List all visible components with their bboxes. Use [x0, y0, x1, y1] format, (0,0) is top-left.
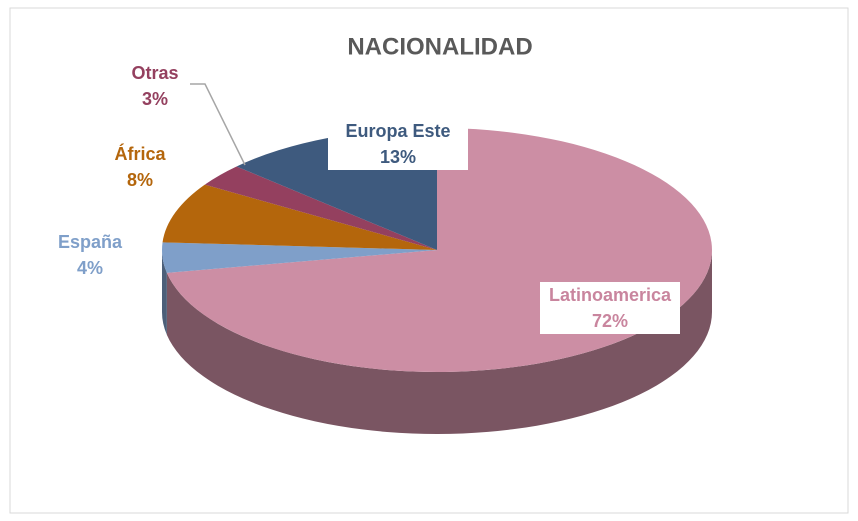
- category-label: África: [114, 143, 166, 164]
- value-label: 3%: [142, 89, 168, 109]
- category-label: Latinoamerica: [549, 285, 672, 305]
- category-label: Europa Este: [345, 121, 450, 141]
- label-box: [328, 118, 468, 170]
- chart-title: NACIONALIDAD: [347, 33, 532, 60]
- pie-slice: [162, 242, 437, 273]
- category-label: España: [58, 232, 123, 252]
- leader-line: [190, 83, 246, 166]
- value-label: 13%: [380, 147, 416, 167]
- value-label: 72%: [592, 311, 628, 331]
- pie-side: [162, 250, 167, 335]
- pie-slice: [162, 184, 437, 250]
- pie-slice: [204, 166, 437, 250]
- pie-side: [166, 250, 713, 434]
- value-label: 8%: [127, 170, 153, 190]
- value-label: 4%: [77, 258, 103, 278]
- category-label: Otras: [131, 63, 178, 83]
- label-box: [540, 282, 680, 334]
